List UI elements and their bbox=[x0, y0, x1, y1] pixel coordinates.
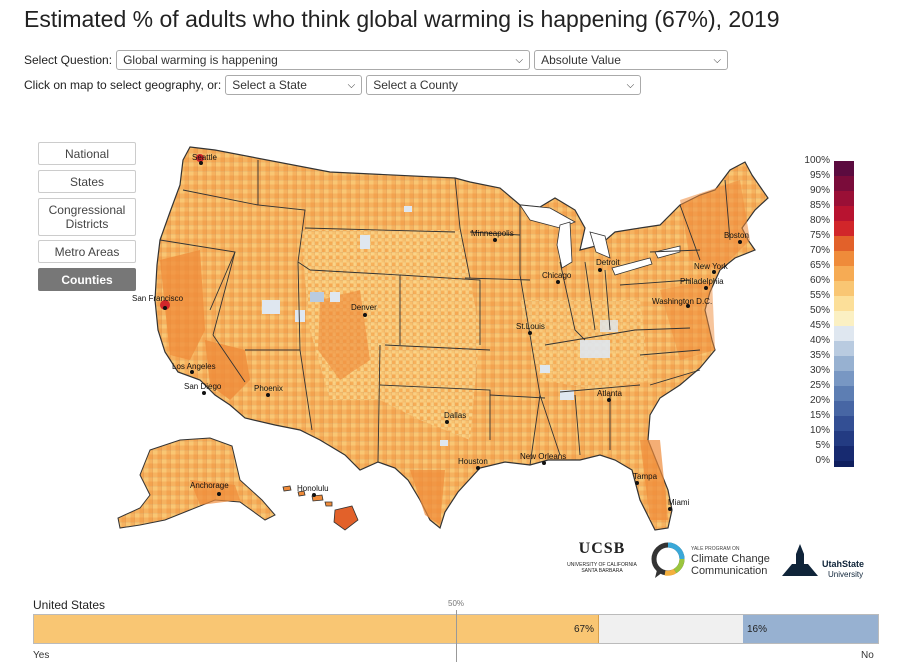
legend-label: 55% bbox=[809, 290, 830, 301]
chevron-down-icon: ⌵ bbox=[347, 79, 356, 91]
legend-label: 100% bbox=[804, 155, 830, 166]
page-title: Estimated % of adults who think global w… bbox=[24, 6, 780, 32]
metro-areas-button[interactable]: Metro Areas bbox=[38, 240, 136, 263]
legend-label: 5% bbox=[815, 440, 830, 451]
no-label: No bbox=[861, 650, 874, 661]
legend-label: 45% bbox=[809, 320, 830, 331]
legend-label: 0% bbox=[815, 455, 830, 466]
old-main-tower-icon bbox=[782, 544, 818, 576]
legend-label: 15% bbox=[809, 410, 830, 421]
legend-swatch bbox=[834, 461, 854, 467]
question-select-value: Global warming is happening bbox=[123, 53, 278, 67]
question-select[interactable]: Global warming is happening ⌵ bbox=[116, 50, 531, 70]
legend-label: 50% bbox=[809, 305, 830, 316]
legend-swatch bbox=[834, 191, 854, 206]
legend-label: 35% bbox=[809, 350, 830, 361]
legend-swatch bbox=[834, 416, 854, 431]
legend-swatch bbox=[834, 296, 854, 311]
no-segment: 16% bbox=[743, 615, 878, 643]
midpoint-label: 50% bbox=[448, 599, 465, 608]
legend-label: 95% bbox=[809, 170, 830, 181]
question-row: Select Question: Global warming is happe… bbox=[24, 50, 729, 70]
legend-label: 70% bbox=[809, 245, 830, 256]
speech-bubble-icon bbox=[651, 542, 685, 578]
summary-bar: 67% 16% bbox=[33, 614, 879, 644]
legend-swatch bbox=[834, 206, 854, 221]
legend-swatch bbox=[834, 431, 854, 446]
county-select-value: Select a County bbox=[373, 78, 458, 92]
yes-segment: 67% bbox=[34, 615, 599, 643]
geo-label: Click on map to select geography, or: bbox=[24, 78, 222, 92]
congressional-districts-button[interactable]: Congressional Districts bbox=[38, 198, 136, 236]
national-button[interactable]: National bbox=[38, 142, 136, 165]
legend-swatch bbox=[834, 281, 854, 296]
no-value: 16% bbox=[747, 623, 768, 635]
yes-label: Yes bbox=[33, 650, 50, 661]
chevron-down-icon: ⌵ bbox=[515, 54, 524, 66]
value-mode-select[interactable]: Absolute Value ⌵ bbox=[534, 50, 729, 70]
legend-label: 60% bbox=[809, 275, 830, 286]
legend-label: 80% bbox=[809, 215, 830, 226]
summary-region: United States bbox=[33, 598, 106, 612]
state-select-value: Select a State bbox=[232, 78, 307, 92]
counties-button[interactable]: Counties bbox=[38, 268, 136, 291]
legend-swatch bbox=[834, 251, 854, 266]
legend-swatch bbox=[834, 221, 854, 236]
legend-swatch bbox=[834, 386, 854, 401]
legend-label: 40% bbox=[809, 335, 830, 346]
legend-swatch bbox=[834, 356, 854, 371]
legend-swatch bbox=[834, 446, 854, 461]
legend-swatch bbox=[834, 266, 854, 281]
legend-swatch bbox=[834, 236, 854, 251]
legend-label: 20% bbox=[809, 395, 830, 406]
state-select[interactable]: Select a State ⌵ bbox=[225, 75, 363, 95]
hawaii[interactable] bbox=[282, 485, 359, 531]
legend-swatch bbox=[834, 401, 854, 416]
legend-label: 85% bbox=[809, 200, 830, 211]
geo-row: Click on map to select geography, or: Se… bbox=[24, 75, 642, 95]
value-mode-select-value: Absolute Value bbox=[541, 53, 621, 67]
county-select[interactable]: Select a County ⌵ bbox=[366, 75, 642, 95]
legend-swatch bbox=[834, 176, 854, 191]
legend-label: 25% bbox=[809, 380, 830, 391]
legend-label: 30% bbox=[809, 365, 830, 376]
yes-value: 67% bbox=[573, 623, 594, 635]
legend-swatch bbox=[834, 311, 854, 326]
question-label: Select Question: bbox=[24, 53, 113, 67]
legend-label: 65% bbox=[809, 260, 830, 271]
chevron-down-icon: ⌵ bbox=[626, 79, 635, 91]
legend-label: 10% bbox=[809, 425, 830, 436]
legend-swatch bbox=[834, 161, 854, 176]
legend-swatch bbox=[834, 371, 854, 386]
neutral-segment bbox=[599, 615, 743, 643]
legend-label: 90% bbox=[809, 185, 830, 196]
legend-label: 75% bbox=[809, 230, 830, 241]
midpoint-line bbox=[456, 610, 457, 662]
legend-swatch bbox=[834, 341, 854, 356]
legend-swatch bbox=[834, 326, 854, 341]
states-button[interactable]: States bbox=[38, 170, 136, 193]
chevron-down-icon: ⌵ bbox=[713, 54, 722, 66]
ucsb-logo: UCSB UNIVERSITY OF CALIFORNIA SANTA BARB… bbox=[567, 540, 637, 574]
